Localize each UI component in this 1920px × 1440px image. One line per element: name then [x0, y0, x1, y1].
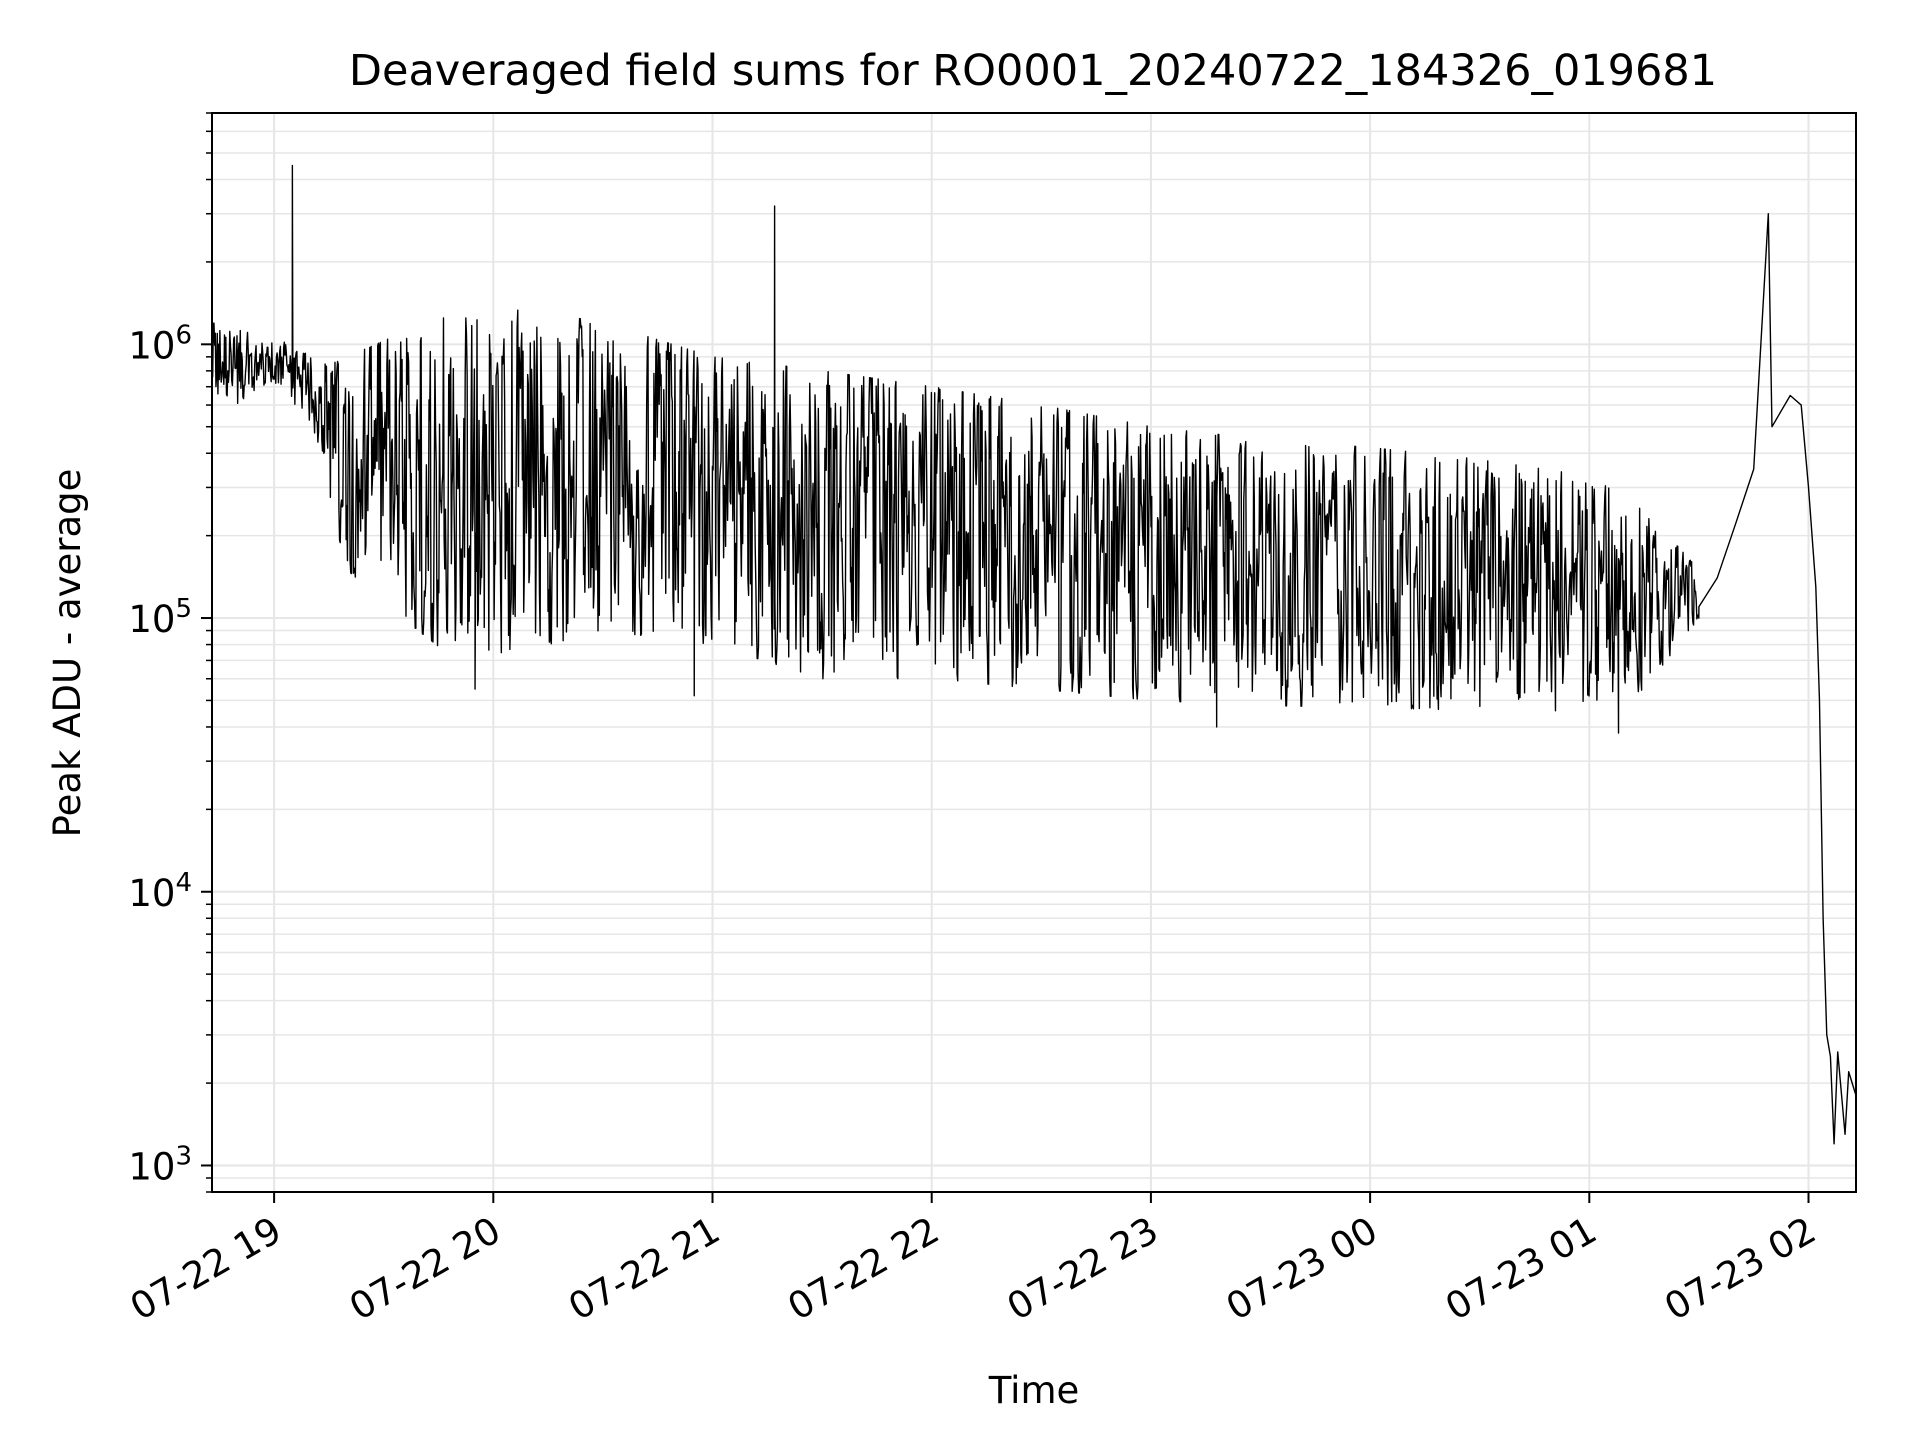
y-tick-label: 104 — [128, 868, 192, 915]
y-tick-label: 106 — [128, 320, 192, 367]
plot-area — [211, 164, 1857, 1145]
y-axis-label: Peak ADU - average — [46, 469, 89, 838]
grid — [212, 112, 1856, 1193]
x-axis-label: Time — [988, 1369, 1080, 1412]
y-tick-label: 103 — [128, 1141, 192, 1188]
series-line — [211, 164, 1857, 1145]
y-axis: 103 104 105 106 — [128, 112, 212, 1193]
y-tick-label: 105 — [128, 594, 192, 641]
axes-frame — [211, 112, 1857, 1193]
chart-title: Deaveraged field sums for RO0001_2024072… — [349, 46, 1717, 96]
